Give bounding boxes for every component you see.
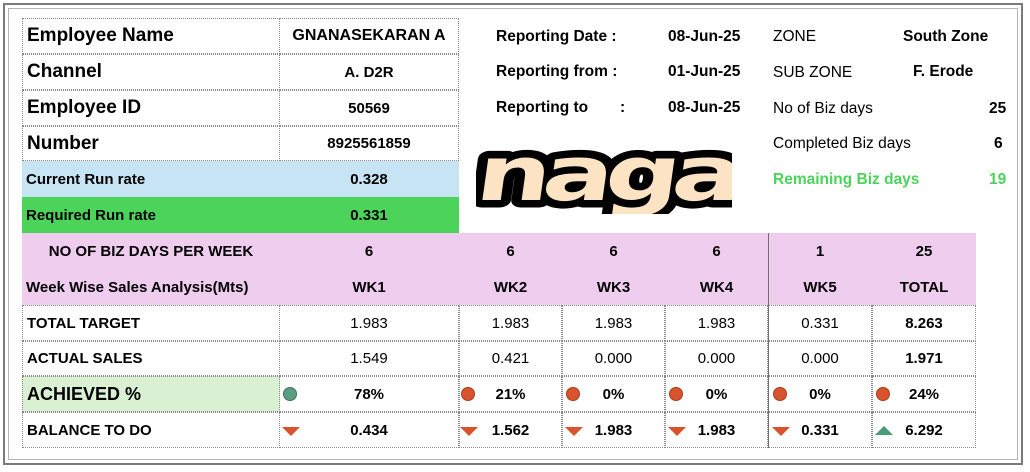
target-wk1: 1.983 bbox=[279, 305, 459, 341]
number-label: Number bbox=[22, 126, 280, 161]
biz-days-total: 25 bbox=[872, 233, 976, 269]
achieved-wk4: 0% bbox=[665, 376, 768, 412]
reporting-to-label: Reporting to bbox=[496, 99, 589, 116]
current-run-rate-value: 0.328 bbox=[279, 161, 459, 197]
week-separator-line bbox=[768, 233, 769, 448]
actual-sales-label: ACTUAL SALES bbox=[22, 341, 280, 376]
achieved-wk3: 0% bbox=[562, 376, 665, 412]
red-down-triangle-icon bbox=[282, 427, 300, 436]
reporting-from-value: 01-Jun-25 bbox=[668, 63, 741, 80]
header-wk4: WK4 bbox=[665, 269, 768, 305]
achieved-label: ACHIEVED % bbox=[22, 376, 280, 412]
balance-to-do-label: BALANCE TO DO bbox=[22, 412, 280, 448]
sub-zone-value: F. Erode bbox=[913, 63, 974, 80]
outer-frame bbox=[3, 3, 1023, 465]
biz-days-wk4: 6 bbox=[665, 233, 768, 269]
red-circle-icon bbox=[773, 387, 787, 401]
target-wk4: 1.983 bbox=[665, 305, 768, 341]
zone-value: South Zone bbox=[903, 28, 989, 45]
channel-label: Channel bbox=[22, 54, 280, 90]
required-run-rate-value: 0.331 bbox=[279, 197, 459, 233]
red-down-triangle-icon bbox=[565, 427, 583, 436]
red-circle-icon bbox=[669, 387, 683, 401]
actual-wk4: 0.000 bbox=[665, 341, 768, 376]
balance-wk1: 0.434 bbox=[279, 412, 459, 448]
sub-zone-label: SUB ZONE bbox=[773, 64, 853, 81]
header-wk1: WK1 bbox=[279, 269, 459, 305]
achieved-total: 24% bbox=[872, 376, 976, 412]
employee-name-value: GNANASEKARAN A bbox=[279, 18, 459, 54]
target-total: 8.263 bbox=[872, 305, 976, 341]
balance-wk4: 1.983 bbox=[665, 412, 768, 448]
biz-days-wk3: 6 bbox=[562, 233, 665, 269]
actual-wk2: 0.421 bbox=[459, 341, 562, 376]
reporting-to-value: 08-Jun-25 bbox=[668, 99, 741, 116]
actual-wk5: 0.000 bbox=[768, 341, 872, 376]
employee-name-label: Employee Name bbox=[22, 18, 280, 54]
svg-text:naga: naga bbox=[476, 140, 732, 214]
target-wk3: 1.983 bbox=[562, 305, 665, 341]
target-wk2: 1.983 bbox=[459, 305, 562, 341]
balance-wk3: 1.983 bbox=[562, 412, 665, 448]
biz-days-wk1: 6 bbox=[279, 233, 459, 269]
achieved-wk2: 21% bbox=[459, 376, 562, 412]
achieved-wk1: 78% bbox=[279, 376, 459, 412]
biz-days-per-week-label: NO OF BIZ DAYS PER WEEK bbox=[22, 233, 280, 269]
biz-days-wk5: 1 bbox=[768, 233, 872, 269]
reporting-to-colon: : bbox=[620, 99, 626, 116]
green-circle-icon bbox=[283, 387, 297, 401]
reporting-from-label: Reporting from : bbox=[496, 63, 618, 80]
header-wk3: WK3 bbox=[562, 269, 665, 305]
naga-logo: naga bbox=[476, 140, 732, 214]
header-wk2: WK2 bbox=[459, 269, 562, 305]
current-run-rate-label: Current Run rate bbox=[22, 161, 280, 197]
green-up-triangle-icon bbox=[875, 426, 893, 435]
red-circle-icon bbox=[876, 387, 890, 401]
header-total: TOTAL bbox=[872, 269, 976, 305]
reporting-date-label: Reporting Date : bbox=[496, 28, 617, 45]
employee-id-value: 50569 bbox=[279, 90, 459, 126]
completed-biz-days-value: 6 bbox=[994, 135, 1003, 152]
red-circle-icon bbox=[566, 387, 580, 401]
completed-biz-days-label: Completed Biz days bbox=[773, 135, 911, 152]
required-run-rate-label: Required Run rate bbox=[22, 197, 280, 233]
channel-value: A. D2R bbox=[279, 54, 459, 90]
biz-days-value: 25 bbox=[989, 100, 1007, 117]
balance-wk2: 1.562 bbox=[459, 412, 562, 448]
header-wk5: WK5 bbox=[768, 269, 872, 305]
red-down-triangle-icon bbox=[460, 427, 478, 436]
week-wise-header-label: Week Wise Sales Analysis(Mts) bbox=[22, 269, 280, 305]
number-value: 8925561859 bbox=[279, 126, 459, 161]
target-wk5: 0.331 bbox=[768, 305, 872, 341]
biz-days-label: No of Biz days bbox=[773, 100, 873, 117]
employee-id-label: Employee ID bbox=[22, 90, 280, 126]
remaining-biz-days-label: Remaining Biz days bbox=[773, 171, 920, 188]
actual-wk3: 0.000 bbox=[562, 341, 665, 376]
reporting-date-value: 08-Jun-25 bbox=[668, 28, 741, 45]
actual-wk1: 1.549 bbox=[279, 341, 459, 376]
remaining-biz-days-value: 19 bbox=[989, 171, 1007, 188]
red-down-triangle-icon bbox=[668, 427, 686, 436]
balance-total: 6.292 bbox=[872, 412, 976, 448]
red-circle-icon bbox=[461, 387, 475, 401]
inner-frame bbox=[8, 8, 1018, 460]
zone-label: ZONE bbox=[773, 28, 817, 45]
actual-total: 1.971 bbox=[872, 341, 976, 376]
red-down-triangle-icon bbox=[772, 427, 790, 436]
total-target-label: TOTAL TARGET bbox=[22, 305, 280, 341]
biz-days-wk2: 6 bbox=[459, 233, 562, 269]
